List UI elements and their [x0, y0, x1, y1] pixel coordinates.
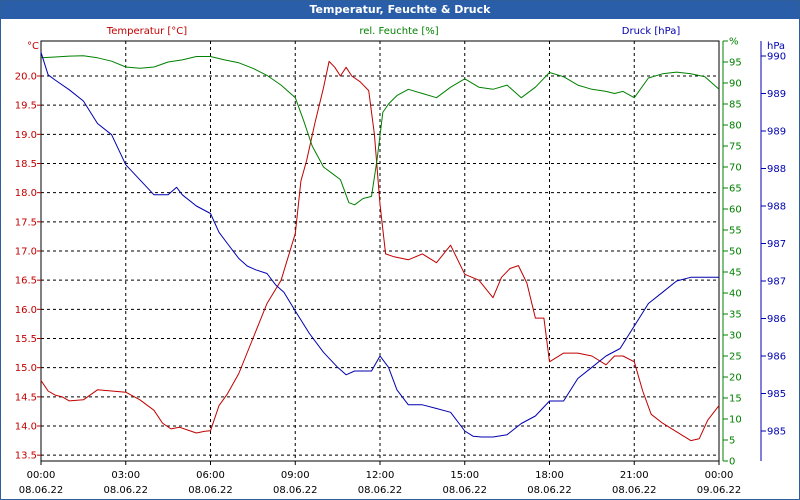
pressure-tick-label: 990 [767, 52, 786, 63]
temperature-unit-label: °C [27, 41, 39, 52]
temperature-tick-label: 13.5 [15, 451, 37, 462]
humidity-tick-label: 80 [729, 121, 742, 132]
humidity-tick-label: 95 [729, 58, 742, 69]
pressure-tick-label: 985 [767, 427, 786, 438]
humidity-tick-label: 30 [729, 331, 742, 342]
temperature-tick-label: 20.0 [15, 72, 37, 83]
humidity-tick-label: 45 [729, 268, 742, 279]
pressure-unit-label: hPa [767, 41, 785, 52]
x-tick-time: 15:00 [450, 470, 479, 481]
pressure-tick-label: 988 [767, 164, 786, 175]
pressure-tick-label: 989 [767, 127, 786, 138]
pressure-tick-label: 986 [767, 352, 786, 363]
data-series [40, 52, 720, 442]
x-tick-date: 08.06.22 [273, 485, 318, 496]
x-tick-date: 08.06.22 [527, 485, 572, 496]
pressure-axis-title: Druck [hPa] [622, 26, 681, 37]
pressure-tick-label: 987 [767, 277, 786, 288]
pressure-tick-label: 989 [767, 89, 786, 100]
x-tick-time: 00:00 [705, 470, 734, 481]
temperature-series-line [40, 60, 720, 442]
gridlines [41, 41, 719, 461]
temperature-tick-label: 16.0 [15, 305, 37, 316]
pressure-tick-label: 985 [767, 389, 786, 400]
x-tick-time: 00:00 [27, 470, 56, 481]
humidity-series-line [40, 55, 720, 206]
x-tick-time: 06:00 [196, 470, 225, 481]
pressure-tick-label: 987 [767, 239, 786, 250]
temperature-tick-label: 17.5 [15, 217, 37, 228]
humidity-tick-label: 25 [729, 352, 742, 363]
humidity-tick-label: 40 [729, 289, 742, 300]
humidity-tick-label: 0 [729, 457, 735, 468]
x-tick-time: 03:00 [111, 470, 140, 481]
pressure-tick-label: 988 [767, 202, 786, 213]
humidity-tick-label: 55 [729, 226, 742, 237]
humidity-tick-label: 50 [729, 247, 742, 258]
pressure-tick-label: 986 [767, 314, 786, 325]
x-tick-date: 08.06.22 [188, 485, 233, 496]
humidity-tick-label: 85 [729, 100, 742, 111]
temperature-tick-label: 17.0 [15, 247, 37, 258]
window-title: Temperatur, Feuchte & Druck [1, 1, 799, 19]
temperature-tick-label: 14.5 [15, 392, 37, 403]
x-tick-date: 08.06.22 [358, 485, 403, 496]
humidity-tick-label: 90 [729, 79, 742, 90]
x-tick-date: 08.06.22 [442, 485, 487, 496]
x-tick-date: 08.06.22 [612, 485, 657, 496]
x-tick-date: 09.06.22 [697, 485, 742, 496]
pressure-series-line [40, 52, 719, 438]
temperature-tick-label: 16.5 [15, 276, 37, 287]
axis-ticks: 00:00 08.06.22 03:00 08.06.22 06:00 08.06.22 0… [15, 37, 786, 497]
x-tick-date: 08.06.22 [103, 485, 148, 496]
humidity-tick-label: 60 [729, 205, 742, 216]
temperature-tick-label: 14.0 [15, 422, 37, 433]
temperature-axis-title: Temperatur [°C] [106, 26, 187, 37]
humidity-tick-label: 20 [729, 373, 742, 384]
humidity-tick-label: 65 [729, 184, 742, 195]
x-tick-time: 18:00 [535, 470, 564, 481]
x-tick-date: 08.06.22 [19, 485, 64, 496]
humidity-axis-title: rel. Feuchte [%] [359, 26, 438, 37]
humidity-tick-label: 70 [729, 163, 742, 174]
humidity-tick-label: 10 [729, 415, 742, 426]
x-tick-time: 12:00 [366, 470, 395, 481]
humidity-tick-label: 5 [729, 436, 735, 447]
x-tick-time: 21:00 [620, 470, 649, 481]
temperature-tick-label: 19.0 [15, 130, 37, 141]
humidity-tick-label: 75 [729, 142, 742, 153]
x-tick-time: 09:00 [281, 470, 310, 481]
temperature-tick-label: 19.5 [15, 101, 37, 112]
temperature-tick-label: 15.0 [15, 363, 37, 374]
temperature-tick-label: 18.0 [15, 188, 37, 199]
humidity-tick-label: 35 [729, 310, 742, 321]
humidity-tick-label: 15 [729, 394, 742, 405]
humidity-tick-label: % [729, 37, 739, 48]
temperature-tick-label: 15.5 [15, 334, 37, 345]
temperature-tick-label: 18.5 [15, 159, 37, 170]
